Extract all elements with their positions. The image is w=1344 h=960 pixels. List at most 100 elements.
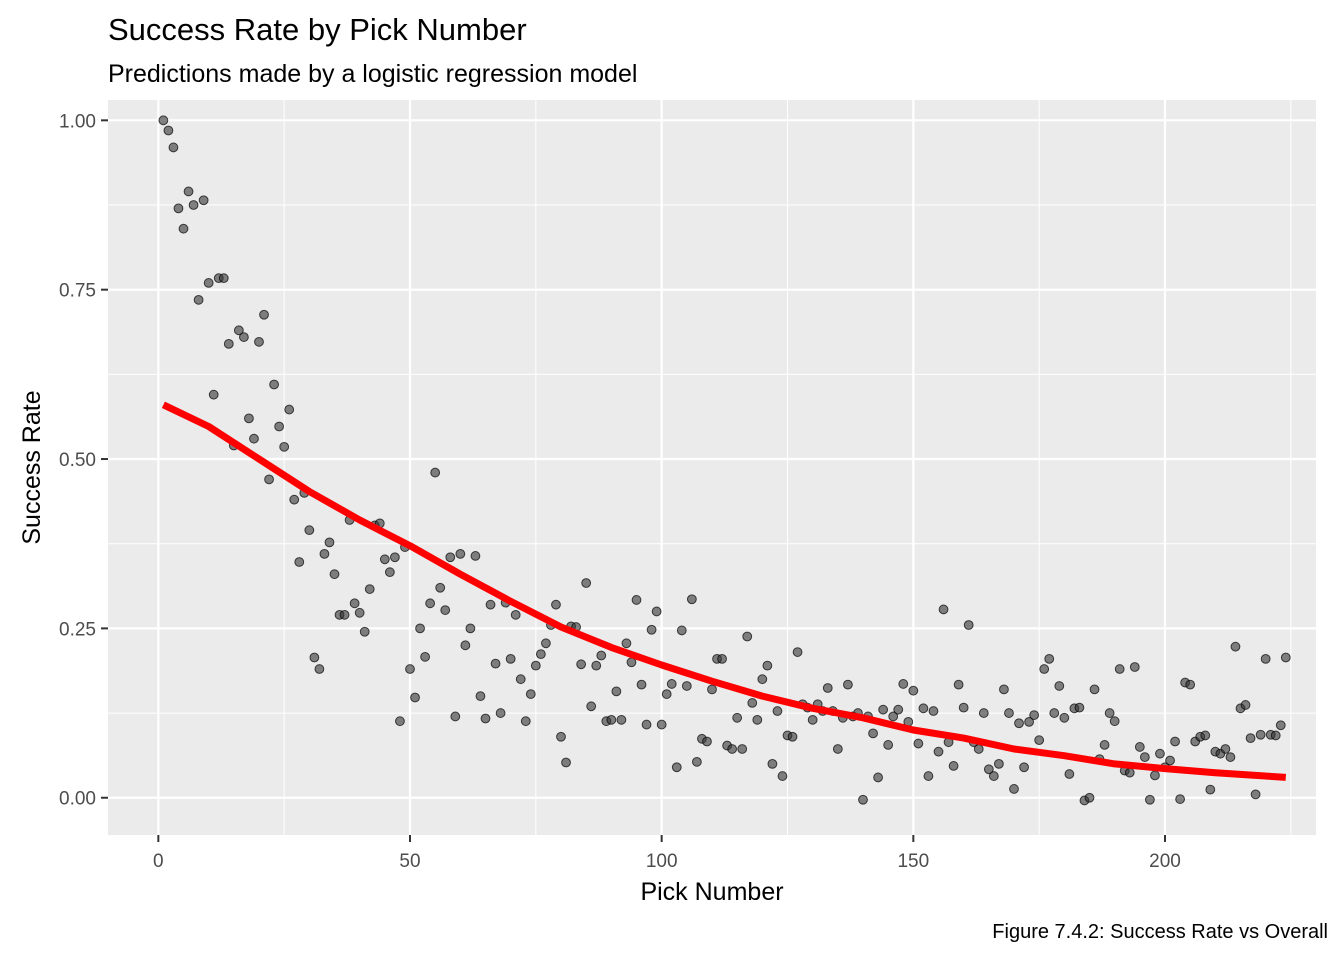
chart-subtitle: Predictions made by a logistic regressio… <box>108 60 638 88</box>
data-point <box>420 651 431 662</box>
data-point <box>339 609 350 620</box>
data-point <box>732 712 743 723</box>
data-point <box>1054 681 1065 691</box>
major-gridlines <box>108 100 1316 835</box>
data-point <box>913 738 924 749</box>
y-axis-ticks: 0.00 0.25 0.50 0.75 1.00 <box>59 111 108 810</box>
data-point <box>717 653 727 664</box>
data-point <box>1145 794 1155 805</box>
data-point <box>792 647 803 657</box>
data-point <box>1280 652 1291 663</box>
data-point <box>415 623 425 634</box>
data-point <box>752 714 763 725</box>
data-point <box>1124 767 1135 778</box>
data-point <box>772 706 783 716</box>
data-point <box>525 689 536 699</box>
figure-caption: Figure 7.4.2: Success Rate vs Overall <box>992 921 1328 943</box>
data-point <box>878 704 889 715</box>
data-point <box>963 620 974 630</box>
data-point <box>520 716 531 727</box>
data-point <box>621 638 632 649</box>
x-tick-label: 50 <box>399 851 420 872</box>
data-point <box>556 731 566 742</box>
data-point <box>747 698 758 708</box>
data-point <box>1074 702 1085 713</box>
x-tick-label: 0 <box>153 851 164 872</box>
data-point <box>918 703 929 714</box>
data-point <box>289 494 300 505</box>
y-tick-label: 1.00 <box>59 111 96 132</box>
data-point <box>999 684 1009 695</box>
data-point <box>1230 641 1241 652</box>
data-point <box>1175 794 1185 804</box>
data-point <box>1034 735 1045 746</box>
data-point <box>1155 748 1165 759</box>
data-point <box>681 681 692 691</box>
y-tick-label: 0.00 <box>59 789 96 810</box>
data-point <box>692 756 702 767</box>
x-axis-ticks: 0 50 100 150 200 <box>153 835 1181 872</box>
data-point <box>264 474 274 485</box>
data-point <box>319 548 330 559</box>
data-point <box>767 758 778 769</box>
data-point <box>430 467 441 478</box>
data-point <box>203 278 214 288</box>
data-point <box>440 605 451 615</box>
data-point <box>591 660 602 671</box>
plot-panel <box>108 100 1316 835</box>
data-point <box>304 525 315 536</box>
data-point <box>284 404 295 415</box>
data-point <box>1104 708 1115 718</box>
data-point <box>666 679 677 689</box>
data-point <box>873 772 883 783</box>
data-point <box>551 599 561 610</box>
data-point <box>188 200 199 210</box>
data-point <box>596 650 607 661</box>
data-point <box>656 719 667 730</box>
data-point <box>893 704 904 715</box>
data-point <box>314 664 325 674</box>
data-point <box>988 771 999 781</box>
data-point <box>1240 700 1251 710</box>
data-point <box>1165 755 1175 766</box>
data-point <box>923 771 934 781</box>
data-point <box>727 744 738 754</box>
data-point <box>1150 770 1160 781</box>
data-point <box>1019 762 1029 773</box>
data-point <box>163 125 174 136</box>
data-point <box>1270 730 1281 741</box>
data-point <box>244 413 254 424</box>
data-point <box>1039 664 1050 674</box>
data-point <box>470 551 481 561</box>
data-point <box>450 711 461 722</box>
data-point <box>883 740 894 750</box>
data-point <box>858 794 868 805</box>
data-point <box>983 764 994 775</box>
data-point <box>1029 710 1040 720</box>
data-point <box>671 762 682 773</box>
data-point <box>1089 684 1100 695</box>
data-point <box>908 685 919 696</box>
data-point <box>938 604 949 615</box>
data-point <box>1275 720 1286 731</box>
data-point <box>1139 752 1150 762</box>
data-point <box>1250 789 1261 800</box>
data-point <box>1255 729 1266 740</box>
y-tick-label: 0.25 <box>59 619 96 640</box>
data-point <box>777 771 788 781</box>
x-tick-label: 100 <box>646 851 678 872</box>
data-point <box>309 652 320 663</box>
data-point <box>455 548 466 559</box>
data-point <box>661 689 672 699</box>
data-point <box>762 660 773 671</box>
data-point <box>933 746 944 757</box>
minor-gridlines <box>108 100 1316 835</box>
data-point <box>541 638 551 649</box>
data-point <box>1084 792 1095 803</box>
data-point <box>1044 653 1055 664</box>
data-point <box>958 702 969 713</box>
data-point <box>410 692 420 703</box>
data-point <box>495 708 506 718</box>
data-point <box>1245 733 1256 744</box>
